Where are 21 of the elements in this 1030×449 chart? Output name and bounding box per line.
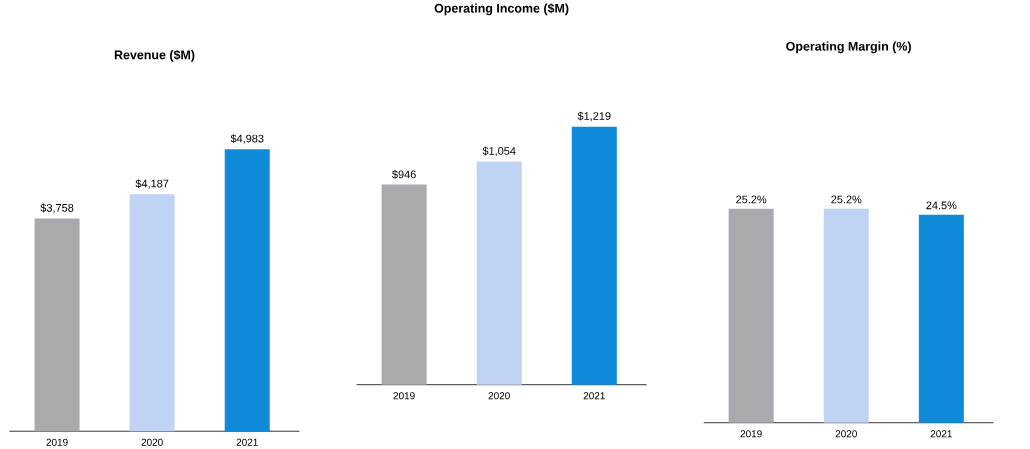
x-tick-label: 2019 bbox=[740, 430, 762, 438]
data-label: $4,187 bbox=[135, 179, 169, 189]
data-label: $1,054 bbox=[482, 146, 516, 157]
x-tick-label: 2019 bbox=[46, 438, 68, 446]
x-tick-label: 2019 bbox=[393, 392, 415, 400]
chart-title: Operating Income ($M) bbox=[434, 3, 569, 16]
data-label: $4,983 bbox=[230, 134, 264, 144]
x-tick-label: 2021 bbox=[930, 430, 952, 438]
x-tick-label: 2021 bbox=[583, 392, 605, 400]
x-tick-label: 2021 bbox=[236, 438, 258, 446]
data-label: 25.2% bbox=[736, 195, 767, 204]
x-tick-label: 2020 bbox=[488, 392, 510, 400]
chart-title: Operating Margin (%) bbox=[786, 41, 911, 54]
data-label: 24.5% bbox=[926, 201, 957, 210]
data-label: $1,219 bbox=[577, 111, 611, 122]
data-label: $3,758 bbox=[40, 203, 74, 213]
chart-title: Revenue ($M) bbox=[114, 49, 195, 62]
x-tick-label: 2020 bbox=[835, 430, 857, 438]
x-tick-label: 2020 bbox=[141, 438, 163, 446]
data-label: $946 bbox=[392, 170, 416, 179]
data-label: 25.2% bbox=[831, 195, 862, 204]
